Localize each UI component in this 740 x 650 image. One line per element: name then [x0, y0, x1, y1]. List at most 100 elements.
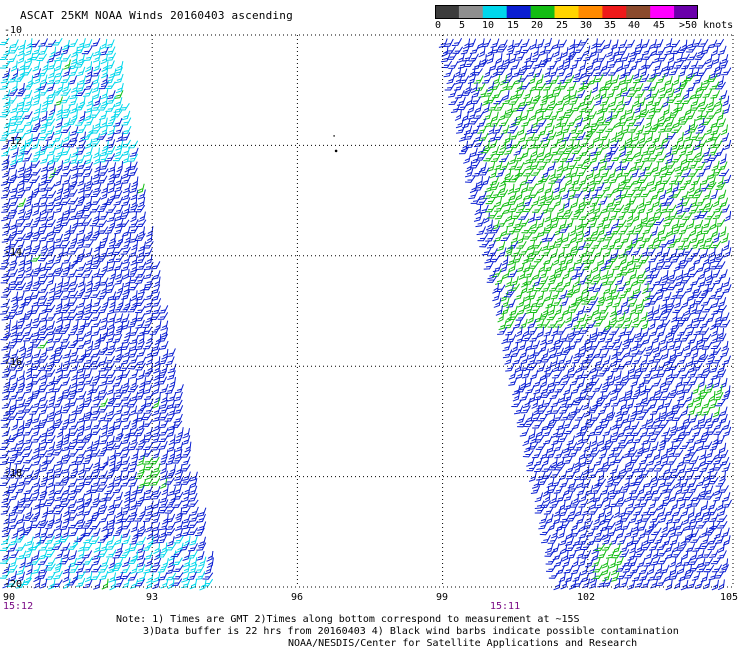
wind-barb	[70, 125, 78, 137]
wind-barb	[122, 239, 130, 251]
wind-barb	[188, 570, 197, 582]
wind-barb	[25, 507, 32, 519]
wind-barb	[611, 151, 621, 163]
barb-stroke	[10, 448, 18, 460]
wind-barb	[153, 420, 160, 432]
wind-barb	[33, 182, 39, 194]
wind-barb	[568, 39, 574, 51]
wind-barb	[19, 341, 25, 352]
wind-barb	[70, 455, 78, 467]
barb-stroke	[131, 521, 138, 533]
wind-barb	[69, 549, 77, 561]
wind-barb	[48, 406, 55, 418]
wind-barb	[456, 123, 465, 135]
wind-barb	[521, 43, 531, 55]
wind-barb	[138, 211, 145, 223]
barb-stroke	[455, 109, 461, 121]
barb-stroke	[113, 483, 122, 495]
barb-stroke	[529, 110, 536, 122]
barb-stroke	[54, 196, 63, 208]
barb-stroke	[0, 59, 10, 71]
wind-barb	[82, 317, 92, 329]
barb-stroke	[18, 203, 25, 215]
wind-barb	[121, 412, 130, 424]
barb-stroke	[701, 44, 709, 56]
barb-stroke	[448, 87, 457, 99]
barb-stroke	[15, 188, 25, 200]
wind-barb	[656, 139, 664, 151]
barb-stroke	[84, 247, 92, 259]
barb-stroke	[34, 464, 40, 476]
barb-stroke	[82, 317, 92, 329]
barb-stroke	[658, 88, 667, 100]
barb-stroke	[177, 426, 184, 438]
barb-stroke	[63, 578, 70, 590]
barb-stroke	[533, 67, 542, 79]
wind-barb	[499, 116, 509, 128]
wind-barb	[176, 542, 183, 554]
barb-stroke	[107, 405, 114, 417]
barb-stroke	[1, 297, 10, 309]
barb-stroke	[509, 154, 517, 166]
barb-stroke	[626, 110, 634, 122]
barb-stroke	[556, 102, 564, 114]
barb-stroke	[93, 579, 100, 591]
wind-barb	[78, 276, 84, 288]
wind-barb	[484, 66, 491, 78]
barb-stroke	[11, 419, 17, 431]
barb-stroke	[176, 542, 183, 554]
barb-stroke	[183, 550, 191, 562]
barb-stroke	[25, 521, 33, 533]
wind-barb	[536, 37, 544, 49]
wind-barb	[683, 88, 689, 99]
wind-barb	[586, 59, 594, 71]
barb-stroke	[617, 61, 623, 73]
wind-barb	[115, 210, 123, 222]
barb-stroke	[121, 412, 130, 424]
wind-barb	[655, 145, 664, 157]
wind-barb	[605, 122, 615, 134]
barb-stroke	[586, 59, 594, 71]
wind-barb	[32, 348, 40, 360]
barb-stroke	[80, 349, 86, 360]
barb-stroke	[168, 485, 176, 497]
wind-barb	[47, 375, 55, 387]
barb-stroke	[498, 38, 507, 50]
wind-barb	[502, 89, 509, 101]
wind-barb	[25, 556, 32, 568]
wind-barb	[107, 384, 114, 396]
wind-barb	[54, 513, 61, 525]
wind-barb	[57, 212, 64, 224]
wind-barb	[41, 140, 48, 152]
wind-barb	[161, 448, 168, 460]
barb-stroke	[78, 464, 84, 476]
barb-stroke	[474, 109, 484, 121]
barb-stroke	[26, 133, 32, 144]
barb-stroke	[76, 382, 85, 394]
barb-stroke	[145, 521, 152, 533]
barb-stroke	[484, 66, 491, 78]
wind-barb	[552, 38, 560, 50]
wind-barb	[155, 334, 161, 345]
wind-barb	[0, 59, 10, 71]
barb-stroke	[39, 440, 48, 452]
barb-stroke	[145, 289, 153, 301]
wind-barb	[696, 59, 706, 71]
barb-stroke	[634, 116, 644, 128]
barb-stroke	[47, 375, 55, 387]
wind-barb	[653, 132, 661, 144]
wind-barb	[144, 268, 152, 280]
barb-stroke	[617, 126, 623, 137]
barb-stroke	[78, 319, 85, 331]
wind-barb	[102, 578, 108, 590]
wind-barb	[42, 506, 48, 517]
wind-barb	[168, 420, 176, 432]
barb-stroke	[9, 477, 18, 489]
wind-barb	[176, 507, 182, 518]
barb-stroke	[86, 226, 92, 238]
barb-stroke	[202, 570, 212, 582]
barb-stroke	[183, 484, 191, 496]
barb-stroke	[91, 36, 100, 48]
wind-barb	[26, 190, 32, 201]
wind-barb	[673, 117, 680, 129]
